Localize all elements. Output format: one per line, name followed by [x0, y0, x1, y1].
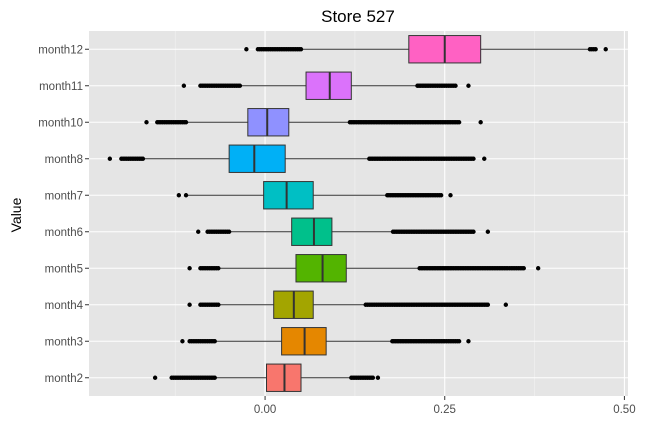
box-iqr	[247, 108, 290, 137]
outlier-point	[503, 302, 509, 307]
outlier-point	[485, 229, 491, 234]
box-iqr	[228, 144, 286, 173]
outlier-point	[456, 120, 462, 125]
box-month5	[187, 254, 541, 283]
box-month12	[244, 35, 608, 64]
outlier-point	[438, 193, 444, 198]
y-axis-label: Value	[8, 197, 24, 232]
outlier-point	[226, 229, 232, 234]
outlier-point	[107, 156, 113, 161]
outlier-point	[375, 375, 381, 380]
box-layer	[107, 35, 608, 392]
box-month6	[196, 217, 491, 246]
outlier-point	[448, 193, 453, 198]
outlier-point	[244, 47, 249, 52]
y-tick-label: month11	[39, 81, 83, 93]
y-tick-label: month4	[45, 300, 84, 312]
outlier-point	[478, 120, 483, 125]
outlier-point	[176, 193, 182, 198]
outlier-point	[471, 229, 476, 234]
outlier-point	[180, 339, 185, 344]
y-tick-label: month8	[45, 154, 83, 166]
box-month8	[107, 144, 487, 173]
outlier-point	[466, 339, 471, 344]
outlier-point	[140, 156, 146, 161]
outlier-point	[535, 266, 541, 271]
outlier-point	[196, 229, 201, 234]
outlier-point	[298, 47, 304, 52]
outlier-point	[603, 47, 608, 52]
outlier-point	[216, 302, 221, 307]
box-iqr	[263, 181, 314, 210]
tick-layer: month2 month3 month4 month5 month6 month7 mont…	[38, 44, 635, 416]
outlier-point	[187, 302, 192, 307]
y-tick-label: month2	[45, 373, 83, 385]
y-tick-label: month5	[45, 263, 83, 275]
outlier-point	[181, 83, 187, 88]
box-iqr	[291, 217, 333, 246]
box-month3	[180, 327, 471, 356]
x-tick-label: 0.25	[434, 404, 456, 416]
outlier-point	[216, 266, 221, 271]
box-month2	[152, 363, 381, 392]
plot-panel	[89, 31, 628, 396]
box-month4	[187, 290, 509, 319]
outlier-point	[212, 339, 217, 344]
outlier-point	[471, 156, 476, 161]
box-month10	[144, 108, 483, 137]
outlier-point	[456, 339, 462, 344]
box-iqr	[305, 71, 352, 100]
outlier-point	[482, 156, 487, 161]
outlier-point	[485, 302, 491, 307]
outlier-point	[183, 120, 189, 125]
box-month11	[181, 71, 471, 100]
outlier-point	[521, 266, 526, 271]
y-tick-label: month12	[38, 44, 83, 56]
x-tick-label: 0.00	[254, 404, 276, 416]
chart-title: Store 527	[321, 7, 395, 26]
outlier-point	[212, 375, 217, 380]
outlier-point	[152, 375, 158, 380]
outlier-point	[183, 193, 189, 198]
outlier-point	[593, 47, 598, 52]
y-tick-label: month10	[38, 117, 83, 129]
outlier-point	[453, 83, 458, 88]
box-iqr	[295, 254, 347, 283]
y-tick-label: month7	[45, 190, 83, 202]
x-tick-label: 0.50	[613, 404, 635, 416]
box-month7	[176, 181, 453, 210]
y-tick-label: month6	[45, 227, 83, 239]
outlier-point	[187, 266, 192, 271]
outlier-point	[144, 120, 149, 125]
outlier-point	[466, 83, 471, 88]
y-tick-label: month3	[45, 336, 83, 348]
outlier-point	[237, 83, 243, 88]
outlier-point	[370, 375, 376, 380]
